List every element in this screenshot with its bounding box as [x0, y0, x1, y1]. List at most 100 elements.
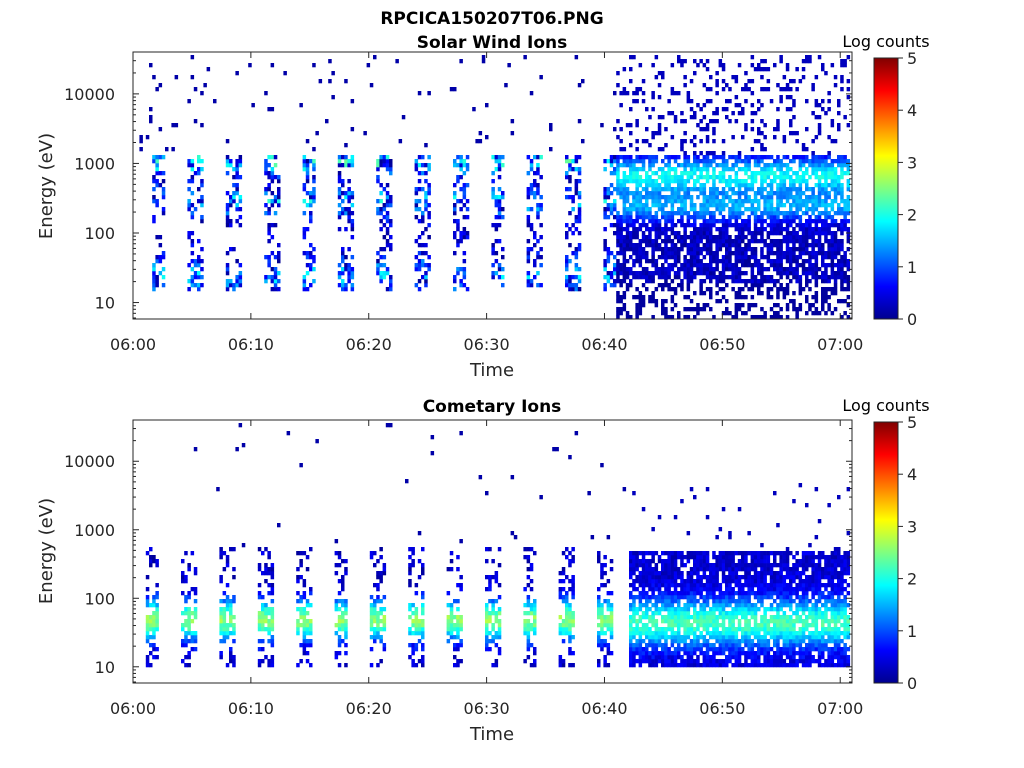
heatmap-cell: [693, 135, 697, 140]
heatmap-cell: [337, 215, 342, 220]
heatmap-cell: [187, 99, 191, 104]
heatmap-cell: [686, 587, 691, 592]
heatmap-cell: [830, 235, 835, 240]
heatmap-cell: [808, 231, 812, 236]
heatmap-cell: [705, 599, 710, 604]
heatmap-cell: [613, 263, 617, 268]
heatmap-cell: [798, 179, 803, 184]
heatmap-cell: [296, 619, 300, 624]
heatmap-cell: [693, 71, 697, 76]
heatmap-cell: [651, 579, 655, 584]
heatmap-cell: [638, 255, 643, 260]
heatmap-cell: [683, 315, 687, 320]
heatmap-cell: [385, 243, 390, 248]
heatmap-cell: [776, 231, 780, 236]
heatmap-cell: [673, 119, 678, 124]
heatmap-cell: [526, 575, 531, 580]
heatmap-cell: [526, 279, 531, 284]
heatmap-cell: [677, 655, 681, 660]
heatmap-cell: [571, 587, 575, 592]
heatmap-cell: [408, 643, 412, 648]
heatmap-cell: [501, 247, 505, 252]
heatmap-cell: [712, 195, 716, 200]
heatmap-cell: [699, 587, 703, 592]
heatmap-cell: [632, 191, 636, 196]
heatmap-cell: [686, 247, 691, 252]
heatmap-cell: [741, 311, 745, 316]
heatmap-cell: [785, 211, 790, 216]
heatmap-cell: [693, 263, 697, 268]
heatmap-cell: [789, 263, 793, 268]
heatmap-cell: [149, 115, 153, 120]
heatmap-cell: [565, 187, 569, 192]
heatmap-cell: [696, 175, 700, 180]
heatmap-cell: [629, 595, 633, 600]
heatmap-cell: [453, 627, 457, 632]
heatmap-cell: [843, 211, 847, 216]
heatmap-cell: [421, 187, 425, 192]
heatmap-cell: [625, 243, 630, 248]
heatmap-cell: [712, 663, 716, 668]
heatmap-cell: [651, 195, 655, 200]
heatmap-cell: [629, 211, 633, 216]
heatmap-cell: [817, 183, 822, 188]
heatmap-cell: [776, 187, 780, 192]
heatmap-cell: [760, 167, 764, 172]
heatmap-cell: [712, 155, 716, 160]
heatmap-cell: [302, 647, 307, 652]
heatmap-cell: [635, 179, 639, 184]
heatmap-cell: [827, 191, 831, 196]
heatmap-cell: [225, 635, 230, 640]
heatmap-cell: [459, 187, 463, 192]
heatmap-cell: [344, 607, 348, 612]
heatmap-cell: [808, 279, 812, 284]
heatmap-cell: [843, 259, 847, 264]
heatmap-cell: [683, 615, 687, 620]
heatmap-cell: [747, 175, 751, 180]
heatmap-cell: [193, 567, 198, 572]
heatmap-cell: [705, 155, 710, 160]
heatmap-cell: [696, 195, 700, 200]
heatmap-cell: [734, 119, 739, 124]
heatmap-cell: [561, 595, 566, 600]
heatmap-cell: [750, 315, 755, 320]
heatmap-cell: [673, 651, 678, 656]
heatmap-cell: [200, 267, 204, 272]
heatmap-cell: [683, 595, 687, 600]
heatmap-cell: [654, 583, 659, 588]
heatmap-cell: [760, 223, 764, 228]
heatmap-cell: [789, 247, 793, 252]
heatmap-cell: [702, 127, 707, 132]
heatmap-cell: [661, 307, 665, 312]
heatmap-cell: [161, 195, 166, 200]
heatmap-cell: [737, 307, 742, 312]
heatmap-cell: [673, 587, 678, 592]
heatmap-cell: [702, 635, 707, 640]
heatmap-cell: [501, 163, 505, 168]
heatmap-cell: [641, 211, 646, 216]
heatmap-cell: [699, 215, 703, 220]
heatmap-cell: [533, 651, 537, 656]
heatmap-cell: [837, 111, 841, 116]
heatmap-cell: [609, 223, 614, 228]
heatmap-cell: [645, 211, 649, 216]
heatmap-cell: [533, 647, 537, 652]
heatmap-cell: [725, 191, 729, 196]
heatmap-cell: [766, 235, 771, 240]
heatmap-cell: [494, 635, 499, 640]
heatmap-cell: [629, 55, 633, 60]
heatmap-cell: [645, 275, 649, 280]
heatmap-cell: [427, 255, 431, 260]
heatmap-cell: [757, 171, 761, 176]
heatmap-cell: [718, 647, 723, 652]
heatmap-cell: [533, 155, 537, 160]
heatmap-cell: [152, 627, 156, 632]
heatmap-cell: [606, 187, 611, 192]
heatmap-cell: [693, 555, 697, 560]
heatmap-cell: [197, 171, 201, 176]
heatmap-cell: [561, 551, 566, 556]
heatmap-cell: [757, 163, 761, 168]
x-tick-label: 06:40: [581, 335, 627, 354]
heatmap-cell: [651, 591, 655, 596]
heatmap-cell: [696, 63, 700, 68]
